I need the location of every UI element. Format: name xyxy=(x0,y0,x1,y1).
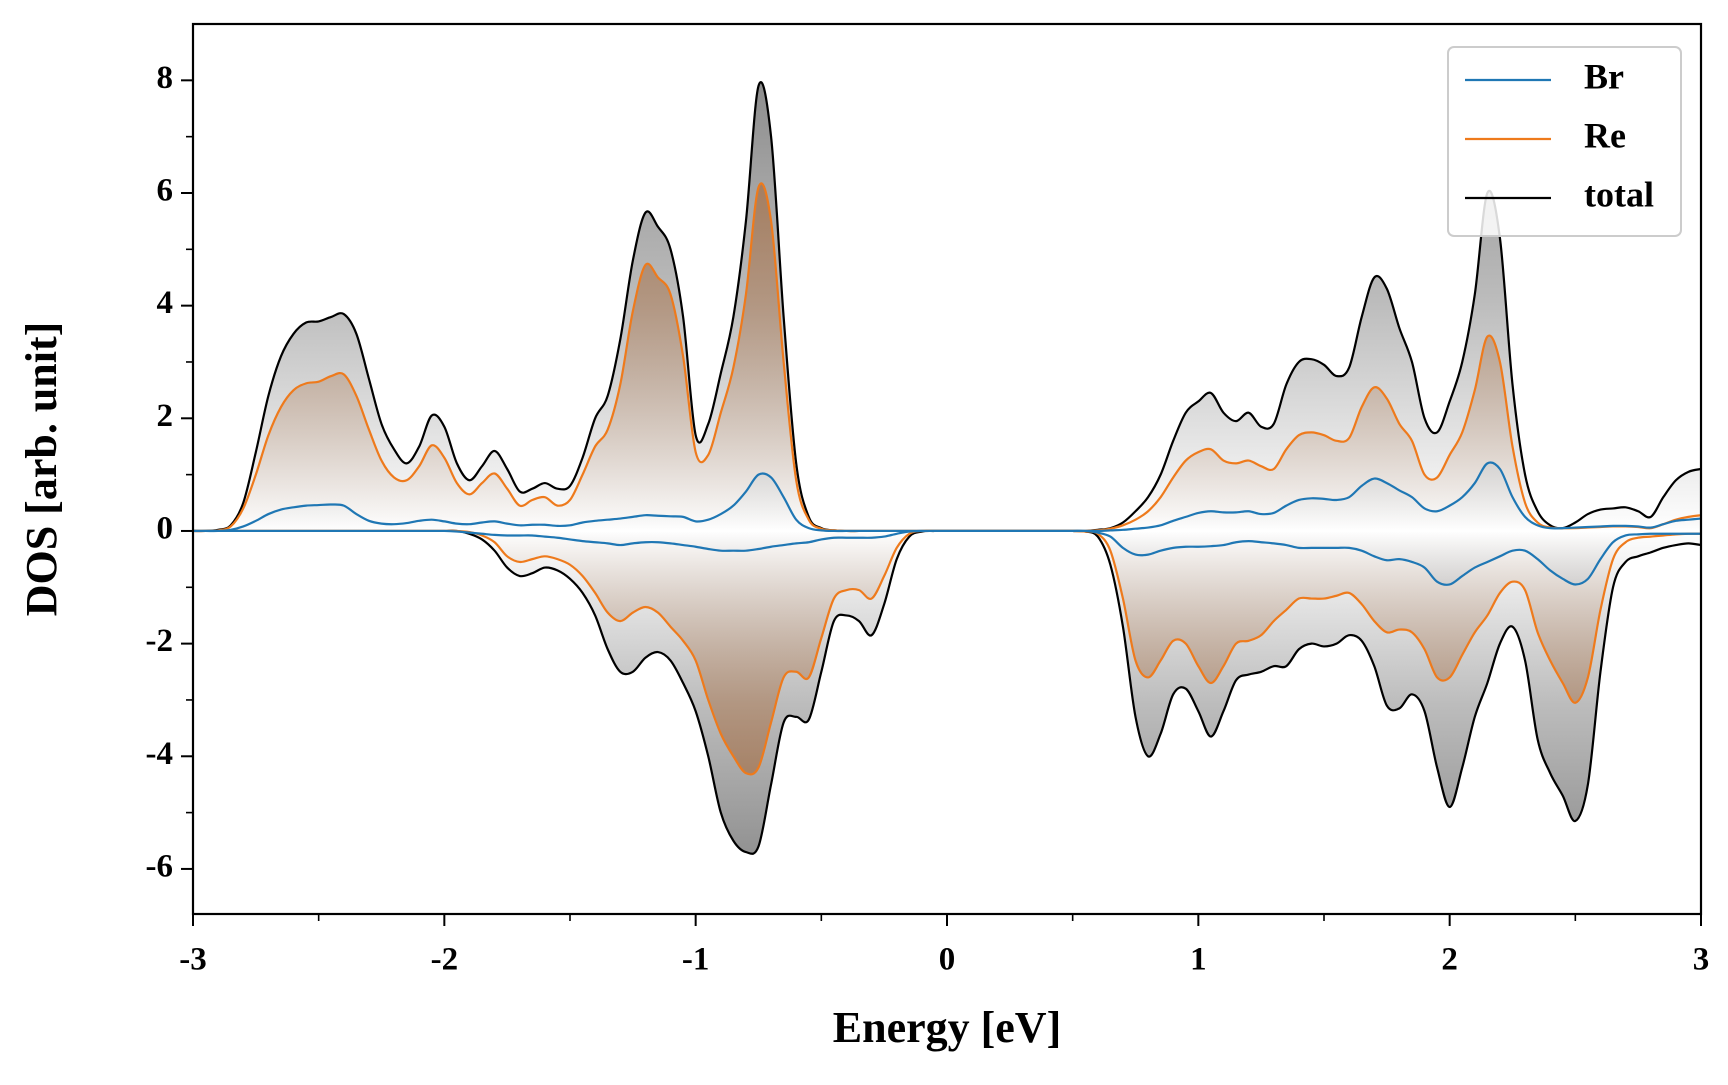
x-axis-label: Energy [eV] xyxy=(833,1003,1062,1052)
x-tick-label: 2 xyxy=(1441,942,1458,978)
y-tick-label: -2 xyxy=(146,623,174,659)
x-tick-label: -2 xyxy=(431,942,459,978)
x-tick-label: 1 xyxy=(1190,942,1207,978)
y-tick-label: 6 xyxy=(157,173,174,209)
y-tick-label: 4 xyxy=(157,285,174,321)
legend-box xyxy=(1447,46,1682,237)
y-tick-label: -6 xyxy=(146,849,174,885)
axes-layer: -3 -2 -1 0 1 2 3 -6 -4 -2 0 2 4 6 8 Br Re total xyxy=(146,22,1710,978)
x-tick-label: -3 xyxy=(179,942,207,978)
area-fill xyxy=(193,530,1701,854)
y-tick-label: 8 xyxy=(157,60,174,96)
legend-label: Re xyxy=(1584,115,1626,155)
y-tick-label: 2 xyxy=(157,398,174,434)
y-axis-label: DOS [arb. unit] xyxy=(17,322,66,617)
y-tick-label: 0 xyxy=(157,511,174,547)
x-tick-label: 0 xyxy=(939,942,956,978)
x-tick-label: -1 xyxy=(682,942,710,978)
area-fill xyxy=(193,462,1701,532)
y-tick-label: -4 xyxy=(146,736,174,772)
line-layer xyxy=(192,81,1702,855)
dos-line xyxy=(193,529,1701,586)
area-fill xyxy=(193,183,1701,532)
legend-label: total xyxy=(1584,174,1654,214)
area-fill xyxy=(193,82,1701,532)
x-tick-label: 3 xyxy=(1693,942,1710,978)
legend-label: Br xyxy=(1584,56,1624,96)
area-fill xyxy=(193,530,1701,775)
fill-layer xyxy=(193,82,1701,854)
area-fill xyxy=(193,530,1701,585)
